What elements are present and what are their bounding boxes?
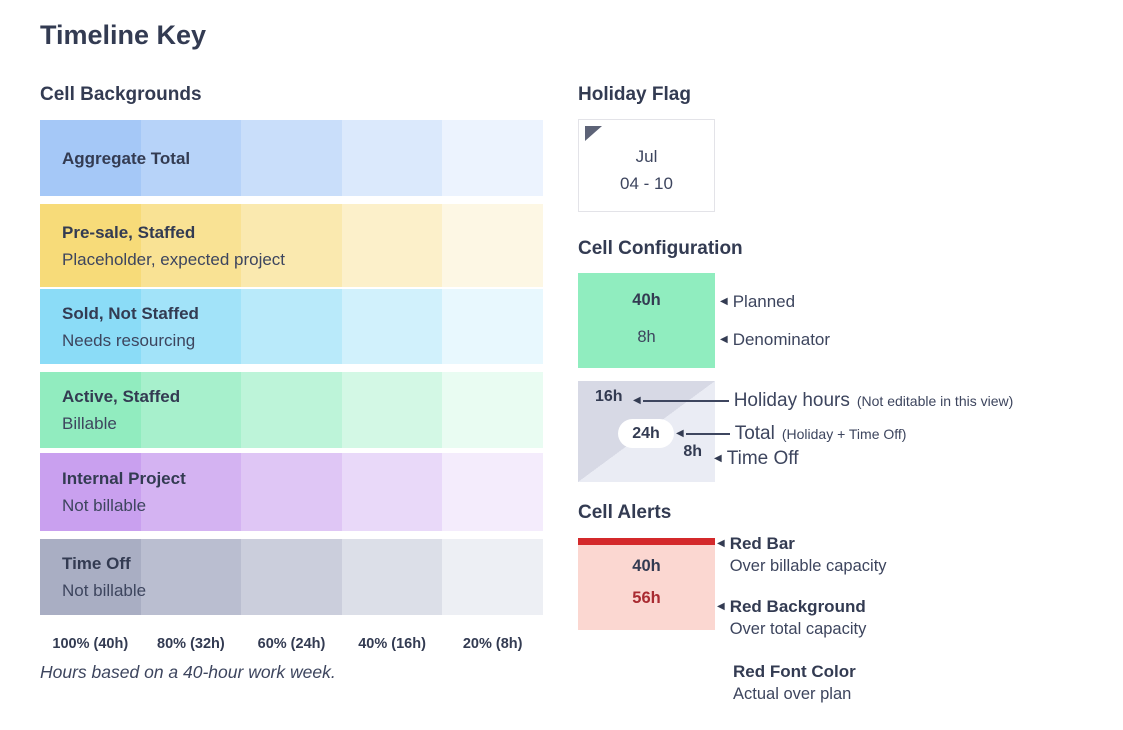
holiday-flag-heading: Holiday Flag [578,84,691,105]
holiday-flag-triangle-icon [585,126,602,141]
alerts-cell: 40h 56h [578,538,715,630]
scale-label: 20% (8h) [462,636,523,652]
swatch-title: Internal Project [62,469,186,488]
scale-labels: 100% (40h) 80% (32h) 60% (24h) 40% (16h)… [40,636,543,652]
annotation-red-font-color: Red Font Color Actual over plan [733,662,856,703]
swatch-segment [341,204,443,287]
annotation-holiday-hours: ◀ Holiday hours (Not editable in this vi… [633,390,1014,411]
swatch-row-active-staffed: Active, Staffed Billable [40,372,543,448]
arrow-line [642,400,729,402]
swatch-segment [140,120,242,196]
config-cell: 40h 8h [578,273,715,368]
scale-note: Hours based on a 40-hour work week. [40,662,336,682]
swatch-segment [442,372,543,448]
swatch-row-presale-staffed: Pre-sale, Staffed Placeholder, expected … [40,204,543,287]
scale-label: 40% (16h) [358,636,426,652]
denominator-value: 8h [637,328,656,346]
alert-actual-value: 56h [632,589,661,607]
swatch-segment [241,539,342,615]
arrow-left-icon: ◀ [714,453,722,464]
arrow-left-icon: ◀ [717,601,725,612]
swatch-segment [341,539,443,615]
holiday-month: Jul [635,147,658,166]
scale-label: 80% (32h) [157,636,225,652]
cell-alerts-heading: Cell Alerts [578,502,672,523]
swatch-segment [140,539,242,615]
total-value: 24h [632,424,660,442]
swatch-segment [341,453,443,531]
swatch-segment [442,204,543,287]
planned-value: 40h [632,291,661,309]
swatch-segment [140,204,242,287]
swatch-segment [40,372,141,448]
annotation-timeoff: ◀ Time Off [714,448,799,469]
swatch-segment [140,372,242,448]
annotation-red-background: ◀ Red Background Over total capacity [717,597,867,638]
timeoff-value: 8h [683,443,702,460]
swatch-segment [40,120,141,196]
total-pill: 24h [618,419,674,448]
swatch-row-internal-project: Internal Project Not billable [40,453,543,531]
holiday-flag-cell: Jul 04 - 10 [578,119,715,212]
swatch-segment [40,289,141,364]
annotation-planned: ◀ Planned [720,292,796,311]
swatch-segment [241,372,342,448]
swatch-segment [140,289,242,364]
swatch-segment [341,289,443,364]
arrow-left-icon: ◀ [717,538,725,549]
holiday-hours-value: 16h [595,388,623,405]
red-bar [578,538,715,545]
swatch-subtitle: Placeholder, expected project [62,249,286,269]
alert-planned-value: 40h [632,557,661,575]
swatch-title: Pre-sale, Staffed [62,222,196,242]
swatch-segment [241,204,342,287]
arrow-left-icon: ◀ [633,395,641,406]
swatch-segment [442,539,543,615]
annotation-red-bar: ◀ Red Bar Over billable capacity [717,534,887,575]
swatch-segment [442,120,543,196]
swatch-row-sold-not-staffed: Sold, Not Staffed Needs resourcing [40,289,543,364]
annotation-denominator: ◀ Denominator [720,330,831,349]
swatch-segment [442,289,543,364]
swatch-title: Active, Staffed [62,387,181,406]
swatch-segment [140,453,242,531]
swatch-segment [40,539,141,615]
scale-label: 100% (40h) [52,636,129,652]
arrow-left-icon: ◀ [676,428,684,439]
swatch-title: Time Off [62,554,131,573]
swatch-title: Sold, Not Staffed [62,303,199,323]
swatch-segment [40,204,141,287]
swatch-segment [442,453,543,531]
cell-backgrounds-heading: Cell Backgrounds [40,84,202,105]
swatch-row-aggregate-total: Aggregate Total [40,120,543,196]
swatch-segment [40,453,141,531]
swatch-segment [241,120,342,196]
arrow-left-icon: ◀ [720,334,728,345]
scale-label: 60% (24h) [257,636,326,652]
holiday-timeoff-cell: 16h 24h 8h [578,381,715,482]
swatch-subtitle: Billable [62,414,117,433]
holiday-dates: 04 - 10 [620,174,673,193]
swatch-segment [341,120,443,196]
swatch-subtitle: Not billable [62,581,147,600]
swatch-subtitle: Needs resourcing [62,330,196,350]
swatch-segment [341,372,443,448]
cell-configuration-heading: Cell Configuration [578,238,743,259]
swatch-segment [241,289,342,364]
page-title: Timeline Key [40,20,207,50]
swatch-subtitle: Not billable [62,496,147,515]
swatch-segment [241,453,342,531]
arrow-line [685,433,730,435]
swatch-row-time-off: Time Off Not billable [40,539,543,615]
arrow-left-icon: ◀ [720,296,728,307]
annotation-total: ◀ Total (Holiday + Time Off) [676,423,907,444]
swatch-title: Aggregate Total [62,148,191,168]
